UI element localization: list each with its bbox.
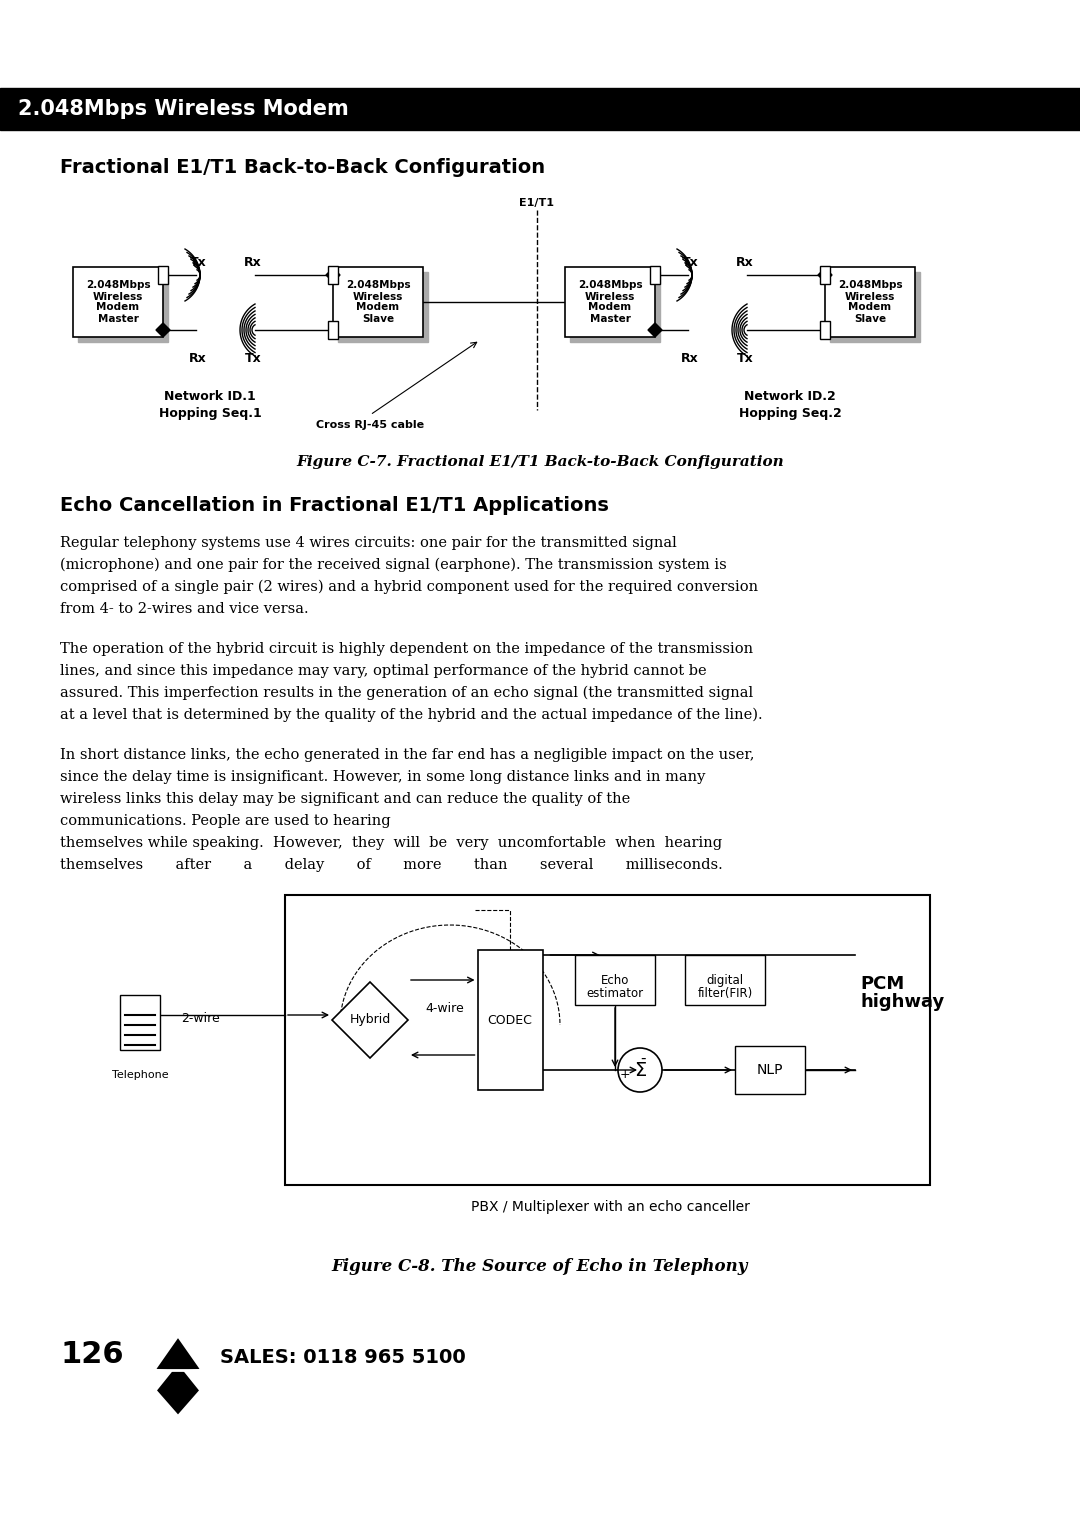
Polygon shape xyxy=(159,1340,198,1371)
Text: 2.048Mbps Wireless Modem: 2.048Mbps Wireless Modem xyxy=(18,99,349,119)
Text: Regular telephony systems use 4 wires circuits: one pair for the transmitted sig: Regular telephony systems use 4 wires ci… xyxy=(60,536,677,550)
Text: Wireless: Wireless xyxy=(353,292,403,301)
Text: Fractional E1/T1 Back-to-Back Configuration: Fractional E1/T1 Back-to-Back Configurat… xyxy=(60,157,545,177)
Text: 2.048Mbps: 2.048Mbps xyxy=(346,281,410,290)
Text: highway: highway xyxy=(860,993,944,1012)
Bar xyxy=(73,267,163,338)
Bar xyxy=(333,267,423,338)
Text: 4-wire: 4-wire xyxy=(426,1001,464,1015)
Text: filter(FIR): filter(FIR) xyxy=(698,987,753,999)
Text: PBX / Multiplexer with an echo canceller: PBX / Multiplexer with an echo canceller xyxy=(471,1199,750,1215)
Text: assured. This imperfection results in the generation of an echo signal (the tran: assured. This imperfection results in th… xyxy=(60,686,753,700)
Bar xyxy=(570,272,660,342)
Bar xyxy=(285,895,930,1186)
Text: Echo: Echo xyxy=(600,973,630,987)
Polygon shape xyxy=(648,322,662,338)
Text: 2.048Mbps: 2.048Mbps xyxy=(85,281,150,290)
Text: 126: 126 xyxy=(60,1340,123,1369)
Text: Wireless: Wireless xyxy=(584,292,635,301)
Text: 2.048Mbps: 2.048Mbps xyxy=(578,281,643,290)
Text: Rx: Rx xyxy=(737,257,754,269)
Text: CODEC: CODEC xyxy=(487,1013,532,1027)
Bar xyxy=(565,267,654,338)
Bar xyxy=(820,321,831,339)
Text: Rx: Rx xyxy=(244,257,261,269)
Text: PCM: PCM xyxy=(860,975,904,993)
Bar xyxy=(820,266,831,284)
Bar xyxy=(0,89,1080,130)
Bar xyxy=(650,266,660,284)
Bar xyxy=(735,1047,805,1094)
Text: 2.048Mbps: 2.048Mbps xyxy=(838,281,902,290)
Text: Network ID.2: Network ID.2 xyxy=(744,390,836,403)
Text: Modem: Modem xyxy=(849,303,892,313)
Bar xyxy=(338,272,428,342)
Text: Slave: Slave xyxy=(362,313,394,324)
Text: Cross RJ-45 cable: Cross RJ-45 cable xyxy=(316,420,424,429)
Polygon shape xyxy=(156,322,170,338)
Text: Modem: Modem xyxy=(589,303,632,313)
Polygon shape xyxy=(326,267,340,283)
Text: communications. People are used to hearing: communications. People are used to heari… xyxy=(60,814,391,828)
Text: Rx: Rx xyxy=(189,351,207,365)
Text: Wireless: Wireless xyxy=(93,292,144,301)
Text: Telephone: Telephone xyxy=(111,1070,168,1080)
Text: wireless links this delay may be significant and can reduce the quality of the: wireless links this delay may be signifi… xyxy=(60,792,631,805)
Text: Rx: Rx xyxy=(681,351,699,365)
Text: lines, and since this impedance may vary, optimal performance of the hybrid cann: lines, and since this impedance may vary… xyxy=(60,665,706,678)
Text: Hopping Seq.2: Hopping Seq.2 xyxy=(739,406,841,420)
Text: -: - xyxy=(640,1051,646,1065)
Text: Slave: Slave xyxy=(854,313,886,324)
Bar xyxy=(158,266,168,284)
Text: Figure C-7. Fractional E1/T1 Back-to-Back Configuration: Figure C-7. Fractional E1/T1 Back-to-Bac… xyxy=(296,455,784,469)
Text: Network ID.1: Network ID.1 xyxy=(164,390,256,403)
Polygon shape xyxy=(332,983,408,1057)
Bar xyxy=(825,267,915,338)
Text: +: + xyxy=(620,1068,631,1082)
Text: Figure C-8. The Source of Echo in Telephony: Figure C-8. The Source of Echo in Teleph… xyxy=(332,1258,748,1274)
Text: SALES: 0118 965 5100: SALES: 0118 965 5100 xyxy=(220,1348,465,1368)
Text: The operation of the hybrid circuit is highly dependent on the impedance of the : The operation of the hybrid circuit is h… xyxy=(60,642,753,656)
Text: Tx: Tx xyxy=(681,257,699,269)
Text: Modem: Modem xyxy=(356,303,400,313)
Bar xyxy=(575,955,654,1005)
Text: from 4- to 2-wires and vice versa.: from 4- to 2-wires and vice versa. xyxy=(60,602,309,616)
Bar xyxy=(328,266,338,284)
Text: Σ: Σ xyxy=(634,1060,646,1079)
Text: themselves       after       a       delay       of       more       than       : themselves after a delay of more than xyxy=(60,859,723,872)
Text: estimator: estimator xyxy=(586,987,644,999)
Text: Tx: Tx xyxy=(737,351,754,365)
Bar xyxy=(831,272,920,342)
Text: Master: Master xyxy=(590,313,631,324)
Bar xyxy=(78,272,168,342)
Text: (microphone) and one pair for the received signal (earphone). The transmission s: (microphone) and one pair for the receiv… xyxy=(60,558,727,573)
Text: NLP: NLP xyxy=(757,1063,783,1077)
Text: Hybrid: Hybrid xyxy=(349,1013,391,1027)
Text: Tx: Tx xyxy=(190,257,206,269)
Bar xyxy=(120,995,160,1050)
Text: since the delay time is insignificant. However, in some long distance links and : since the delay time is insignificant. H… xyxy=(60,770,705,784)
Text: In short distance links, the echo generated in the far end has a negligible impa: In short distance links, the echo genera… xyxy=(60,749,755,762)
Text: comprised of a single pair (2 wires) and a hybrid component used for the require: comprised of a single pair (2 wires) and… xyxy=(60,581,758,594)
Text: Modem: Modem xyxy=(96,303,139,313)
Bar xyxy=(328,321,338,339)
Text: Hopping Seq.1: Hopping Seq.1 xyxy=(159,406,261,420)
Text: E1/T1: E1/T1 xyxy=(519,199,554,208)
Text: digital: digital xyxy=(706,973,743,987)
Text: Echo Cancellation in Fractional E1/T1 Applications: Echo Cancellation in Fractional E1/T1 Ap… xyxy=(60,497,609,515)
Bar xyxy=(685,955,765,1005)
Text: Tx: Tx xyxy=(245,351,261,365)
Circle shape xyxy=(618,1048,662,1093)
Text: 2-wire: 2-wire xyxy=(180,1012,219,1024)
Polygon shape xyxy=(159,1366,198,1413)
Text: Master: Master xyxy=(97,313,138,324)
Text: at a level that is determined by the quality of the hybrid and the actual impeda: at a level that is determined by the qua… xyxy=(60,707,762,723)
Text: themselves while speaking.  However,  they  will  be  very  uncomfortable  when : themselves while speaking. However, they… xyxy=(60,836,723,850)
Bar xyxy=(477,950,542,1089)
Text: Wireless: Wireless xyxy=(845,292,895,301)
Polygon shape xyxy=(818,267,832,283)
